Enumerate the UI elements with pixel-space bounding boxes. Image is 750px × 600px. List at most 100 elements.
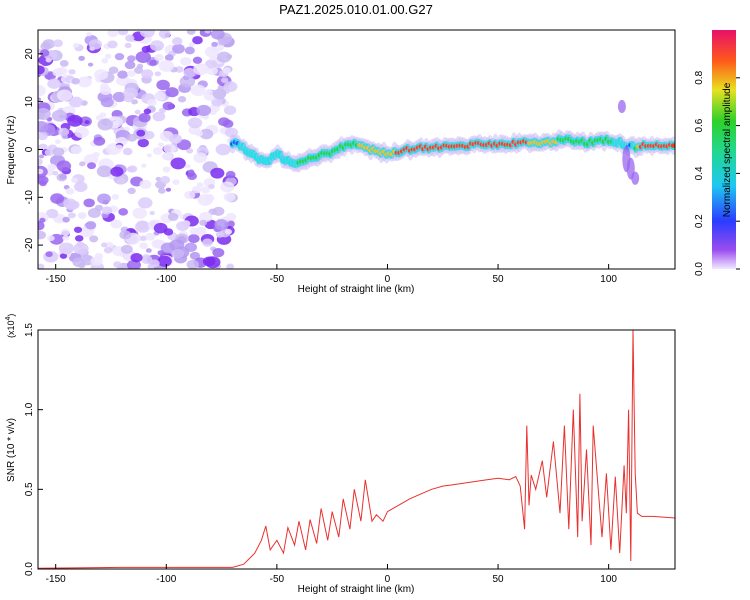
spectrogram-noise-blob: [187, 117, 203, 129]
spectrogram-noise-blob: [208, 183, 215, 190]
spectrogram-noise-blob: [152, 111, 166, 122]
snr-frame: [37, 329, 676, 570]
spectrogram-noise-blob: [123, 126, 130, 132]
spectrogram-noise-blob: [111, 193, 120, 200]
spectrogram-noise-blob: [50, 193, 64, 204]
snr-x-tick-label: -50: [270, 574, 285, 585]
spectrogram-noise-blob: [99, 86, 112, 96]
spectrogram-noise-blob: [38, 132, 48, 141]
spectrogram-noise-blob: [127, 55, 136, 62]
spectrogram-noise-blob: [65, 187, 75, 195]
spectrogram-noise-blob: [113, 261, 122, 268]
spectrogram-noise-blob: [143, 130, 155, 140]
spectrogram-noise-blob: [220, 181, 235, 193]
spectrogram-noise-blob: [114, 53, 125, 61]
spectrogram-noise-blob: [112, 91, 126, 103]
spectrogram-noise-blob: [159, 176, 171, 184]
spectrogram-noise-blob: [180, 57, 192, 66]
spectrogram-noise-blob: [38, 154, 45, 159]
spectrogram-noise-blob: [52, 68, 64, 77]
spectrogram-noise-blob: [104, 241, 114, 249]
spectrogram-noise-blob: [163, 228, 174, 236]
spectrogram-noise-blob: [58, 242, 75, 255]
spectrogram-noise-blob: [85, 221, 97, 230]
spectrogram-noise-blob: [87, 62, 94, 67]
spectrogram-noise-blob: [141, 255, 153, 264]
spectrogram-noise-blob: [59, 60, 69, 67]
spectrogram-noise-blob: [145, 232, 156, 241]
spectrogram-noise-blob: [70, 177, 79, 183]
spectrogram-noise-blob: [38, 168, 44, 175]
spectrogram-noise-blob: [107, 30, 119, 38]
spectrogram-noise-blob: [137, 197, 153, 209]
spectrogram-y-tick-label: -10: [24, 190, 35, 205]
spectrogram-noise-blob: [74, 126, 89, 139]
spectrogram-noise-blob: [195, 130, 204, 137]
spectrogram-noise-blob: [127, 187, 136, 195]
spectrogram-noise-blob: [139, 242, 148, 250]
spectrogram-noise-blob: [57, 216, 65, 223]
snr-y-axis: 0.0 0.5 1.0 1.5: [24, 323, 43, 576]
colorbar-label: Normalized spectral amplitude: [722, 82, 733, 217]
spectrogram-noise-blob: [78, 55, 85, 61]
snr-scale-exponent: 4: [5, 316, 12, 320]
spectrogram-noise-blob: [92, 151, 100, 158]
spectrogram-x-tick-label: 0: [385, 274, 391, 285]
spectrogram-noise-blob: [52, 147, 65, 157]
spectrogram-noise-blob: [167, 212, 179, 221]
spectrogram-noise-blob: [139, 179, 152, 189]
spectrogram-noise-blob: [70, 145, 82, 155]
spectrogram-noise-blob: [154, 91, 166, 101]
spectrogram-noise-blob: [38, 65, 45, 75]
spectrogram-noise-blob: [165, 187, 172, 192]
spectrogram-noise-blob: [73, 226, 83, 233]
snr-x-label: Height of straight line (km): [298, 584, 415, 595]
spectrogram-noise-blob: [139, 235, 148, 242]
spectrogram-noise-blob: [169, 134, 182, 144]
spectrogram-noise-blob: [170, 157, 186, 170]
spectrogram-disturbance-blob: [617, 99, 626, 114]
spectrogram-noise-blob: [96, 165, 113, 178]
spectrogram-noise-blob: [110, 219, 123, 229]
spectrogram-noise-blob: [126, 133, 138, 142]
spectrogram-noise-blob: [90, 256, 103, 266]
spectrogram-noise-blob: [67, 212, 76, 219]
spectrogram-x-tick-label: -100: [156, 274, 176, 285]
spectrogram-noise-blob: [52, 170, 59, 176]
spectrogram-noise-blob: [162, 101, 174, 111]
spectrogram-noise-blob: [210, 30, 225, 40]
spectrogram-noise-blob: [172, 43, 185, 54]
spectrogram-noise-blob: [177, 96, 187, 103]
spectrogram-noise-blob: [83, 198, 95, 208]
spectrogram-noise-blob: [78, 214, 86, 220]
spectrogram-noise-blob: [38, 121, 49, 133]
spectrogram-noise-blob: [97, 118, 113, 131]
spectrogram-noise-blob: [171, 248, 185, 259]
spectrogram-noise-blob: [101, 58, 109, 64]
snr-series-line: [38, 330, 675, 569]
spectrogram-noise-blob: [124, 60, 136, 70]
spectrogram-noise-blob: [89, 235, 99, 243]
spectrogram-noise-blob: [186, 148, 194, 154]
colorbar-ticks: 0.0 0.2 0.4 0.6 0.8: [694, 70, 740, 276]
spectrogram-noise-blob: [120, 244, 133, 254]
spectrogram-noise-blob: [52, 39, 63, 48]
spectrogram-noise-blob: [157, 250, 165, 256]
spectrogram-noise-blob: [225, 212, 237, 221]
spectrogram-disturbance-blob: [631, 171, 640, 185]
snr-scale-base: (x10: [6, 320, 16, 338]
spectrogram-noise-blob: [108, 66, 119, 74]
spectrogram-noise-blob: [204, 30, 211, 34]
spectrogram-noise-blob: [200, 186, 211, 194]
colorbar-tick-label: 0.6: [694, 118, 705, 132]
spectrogram-noise-blob: [38, 263, 45, 269]
spectrogram-noise-blob: [107, 40, 118, 49]
spectrogram-noise-blob: [118, 208, 129, 216]
spectrogram-noise-blob: [187, 234, 200, 244]
spectrogram-noise-blob: [72, 42, 80, 48]
spectrogram-noise-blob: [225, 170, 236, 179]
spectrogram-noise-blob: [86, 31, 92, 37]
spectrogram-noise-blob: [116, 177, 126, 185]
colorbar-gradient: [712, 30, 736, 269]
